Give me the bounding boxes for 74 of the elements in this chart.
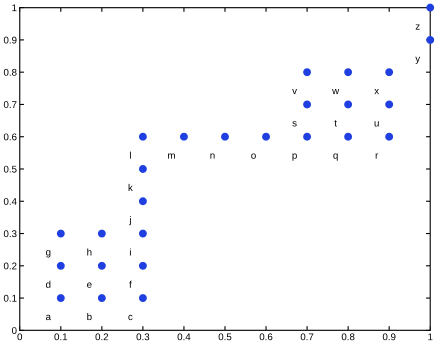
point (56, 230, 65, 238)
annotation: l (130, 152, 131, 159)
annotation: h (87, 248, 92, 256)
point (138, 294, 147, 302)
y-tick-label: 0.1 (4, 294, 17, 302)
point (98, 230, 106, 238)
annotation: p (292, 153, 297, 161)
point (385, 68, 394, 76)
point (344, 132, 352, 141)
point (138, 165, 147, 173)
x-tick-label: 0.9 (382, 333, 396, 340)
annotation: t (334, 120, 337, 126)
point (138, 230, 147, 238)
annotation: s (292, 121, 297, 126)
annotation: b (87, 312, 92, 320)
y-tick-label: 0 (12, 327, 17, 334)
x-tick-label: 0 (17, 333, 22, 340)
annotation: n (210, 153, 215, 159)
x-tick-label: 0.2 (95, 333, 108, 340)
y-tick-label: 0.5 (4, 166, 17, 173)
x-tick-label: 0.5 (218, 333, 232, 340)
annotation: d (46, 280, 50, 288)
x-tick-label: 0.6 (260, 333, 272, 340)
annotation: f (129, 280, 132, 288)
annotation: k (128, 184, 133, 191)
point (385, 132, 394, 141)
annotation: y (415, 56, 420, 64)
point (138, 262, 147, 270)
point (138, 132, 147, 141)
point (303, 68, 312, 76)
y-tick-label: 0.9 (4, 36, 17, 44)
y-tick-label: 0.3 (4, 230, 17, 238)
point (138, 197, 147, 206)
annotation: i (130, 248, 131, 256)
point (344, 68, 352, 76)
point (98, 294, 106, 302)
annotation: a (46, 314, 52, 320)
y-tick-label: 0.4 (4, 198, 17, 205)
point (344, 100, 352, 108)
annotation: v (292, 89, 297, 94)
annotation: m (168, 153, 175, 159)
point (426, 36, 434, 44)
point (262, 132, 270, 141)
annotation: u (374, 121, 379, 126)
x-tick-label: 0.1 (54, 333, 68, 340)
point (180, 132, 188, 141)
annotation: q (333, 153, 338, 161)
point (303, 132, 312, 141)
annotation: e (87, 282, 92, 288)
y-tick-label: 1 (12, 4, 17, 12)
annotation: x (374, 89, 379, 94)
annotation: z (416, 24, 420, 30)
point (385, 100, 394, 108)
point (426, 4, 434, 12)
annotation: o (251, 153, 256, 159)
y-tick-label: 0.6 (4, 133, 17, 140)
x-tick-label: 1 (428, 333, 432, 340)
x-tick-label: 0.7 (300, 333, 314, 340)
point (56, 262, 65, 270)
y-tick-label: 0.7 (4, 101, 16, 108)
y-tick-label: 0.2 (4, 262, 16, 270)
point (98, 262, 106, 270)
point (303, 100, 312, 108)
annotation: g (46, 250, 50, 258)
annotation: w (332, 89, 340, 94)
point (221, 132, 229, 141)
x-tick-label: 0.4 (178, 333, 190, 340)
x-tick-label: 0.8 (342, 333, 354, 340)
y-tick-label: 0.8 (4, 68, 17, 76)
point (56, 294, 65, 302)
annotation: r (376, 153, 378, 159)
x-tick-label: 0.3 (136, 333, 150, 340)
annotation: j (129, 216, 131, 226)
annotation: c (128, 314, 133, 320)
